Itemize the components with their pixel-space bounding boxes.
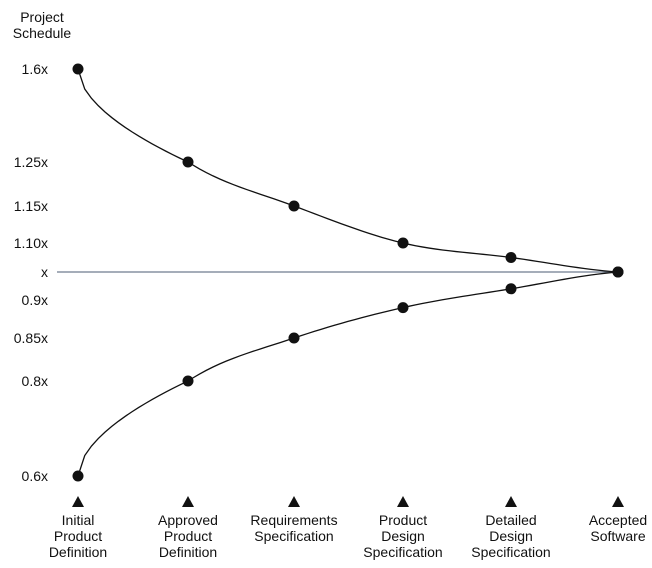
- data-point: [72, 470, 84, 482]
- x-category-label: Specification: [471, 544, 550, 560]
- x-category-label: Initial: [62, 512, 95, 528]
- y-tick-label: x: [41, 264, 48, 280]
- data-point: [505, 283, 517, 295]
- milestone-triangle: [612, 496, 624, 507]
- data-point: [397, 302, 409, 314]
- y-tick-label: 1.10x: [14, 235, 48, 251]
- data-point: [397, 237, 409, 249]
- data-points: [72, 63, 624, 482]
- data-point: [612, 266, 624, 278]
- data-point: [182, 156, 194, 168]
- x-category-label: Definition: [49, 544, 107, 560]
- x-category-label: Product: [54, 528, 102, 544]
- y-tick-label: 0.85x: [14, 330, 48, 346]
- data-point: [72, 63, 84, 75]
- x-category-label: Approved: [158, 512, 218, 528]
- x-category-label: Detailed: [485, 512, 536, 528]
- milestone-triangle: [505, 496, 517, 507]
- x-category-label: Accepted: [589, 512, 647, 528]
- data-point: [182, 375, 194, 387]
- data-point: [505, 252, 517, 263]
- milestone-triangle: [182, 496, 194, 507]
- y-tick-label: 0.6x: [22, 468, 48, 484]
- x-category-label: Design: [381, 528, 425, 544]
- x-axis: InitialProductDefinitionApprovedProductD…: [49, 496, 647, 560]
- milestone-triangle: [397, 496, 409, 507]
- y-tick-label: 0.9x: [22, 292, 48, 308]
- x-category-label: Requirements: [250, 512, 337, 528]
- milestone-triangle: [288, 496, 300, 507]
- x-category-label: Specification: [254, 528, 333, 544]
- series-lower-curve: [77, 271, 619, 477]
- series-upper-curve: [77, 68, 619, 273]
- x-category-label: Definition: [159, 544, 217, 560]
- x-category-label: Product: [164, 528, 212, 544]
- x-category-label: Product: [379, 512, 427, 528]
- y-tick-label: 1.25x: [14, 154, 48, 170]
- y-axis-title-line: Project: [20, 9, 64, 25]
- data-point: [288, 200, 300, 212]
- y-tick-label: 1.15x: [14, 198, 48, 214]
- x-category-label: Software: [590, 528, 645, 544]
- y-tick-label: 1.6x: [22, 61, 48, 77]
- y-axis-title-line: Schedule: [13, 25, 72, 41]
- milestone-triangle: [72, 496, 84, 507]
- x-category-label: Specification: [363, 544, 442, 560]
- series-curves: [77, 68, 619, 477]
- data-point: [288, 332, 300, 344]
- x-category-label: Design: [489, 528, 533, 544]
- y-axis-ticks: 1.6x 1.25x 1.15x 1.10x x 0.9x 0.85x 0.8x 0.6x: [14, 61, 48, 484]
- y-tick-label: 0.8x: [22, 373, 48, 389]
